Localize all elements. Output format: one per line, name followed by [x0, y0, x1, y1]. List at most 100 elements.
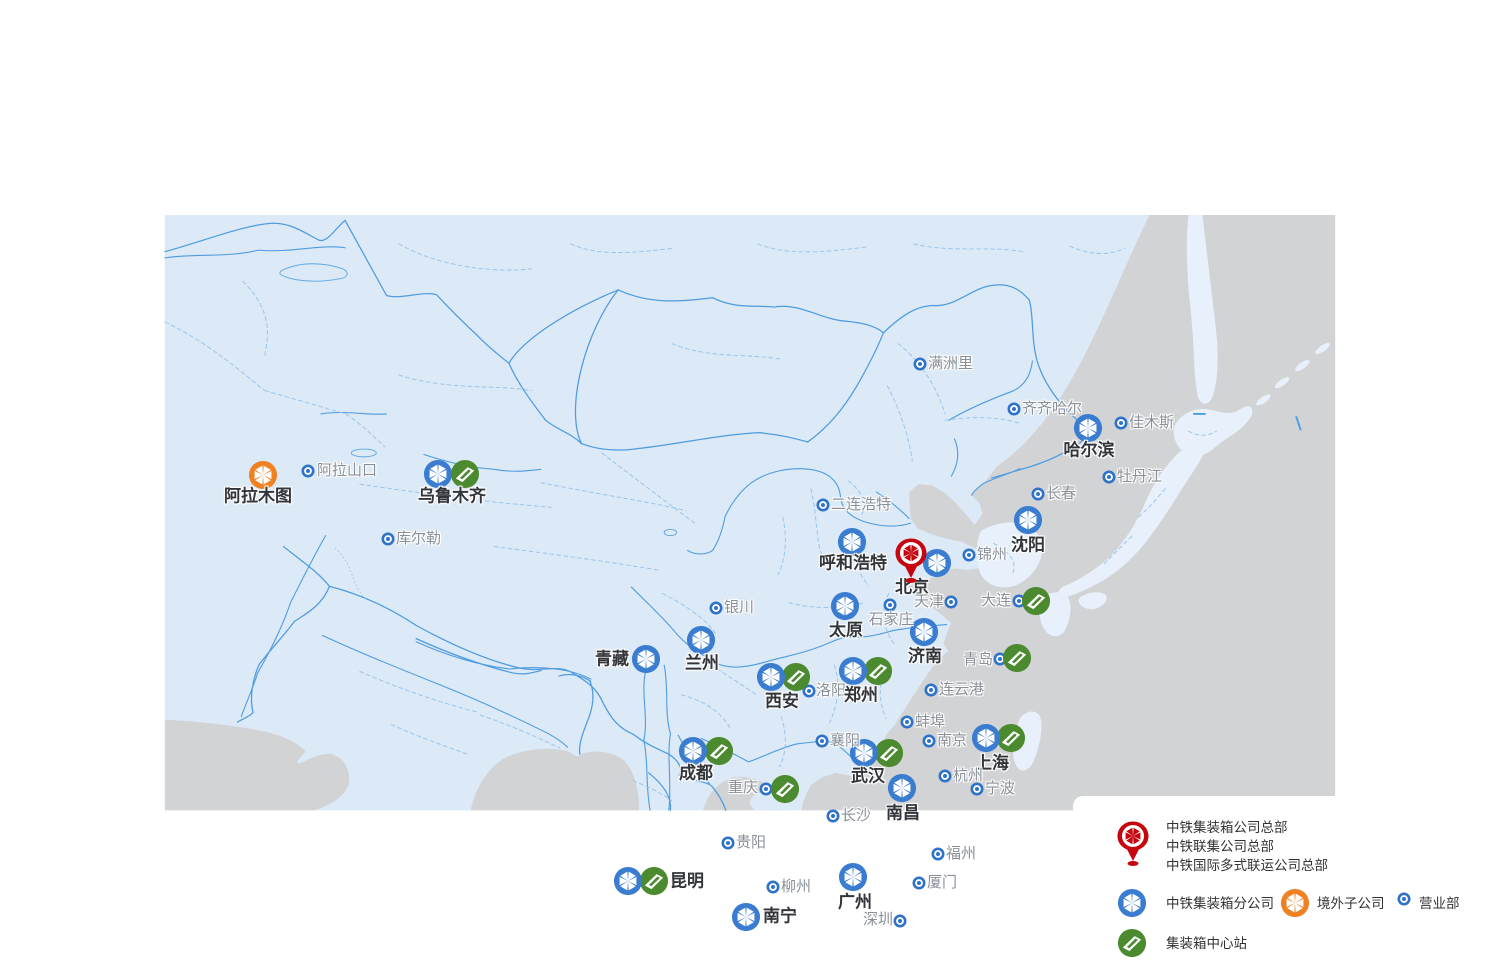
- city-label: 蚌埠: [915, 712, 946, 730]
- city-marker-office[interactable]: [1114, 416, 1128, 435]
- city-marker-office[interactable]: [826, 809, 840, 828]
- city-marker-branch[interactable]: [1013, 505, 1043, 540]
- city-label: 阿拉山口: [317, 461, 378, 479]
- city-marker-branch[interactable]: [909, 617, 939, 652]
- city-marker-center[interactable]: [639, 866, 669, 901]
- legend-branch-label: 中铁集装箱分公司: [1166, 896, 1274, 911]
- city-label: 深圳: [862, 910, 893, 928]
- legend-panel: 中铁集装箱公司总部 中铁联集公司总部 中铁国际多式联运公司总部 中铁集装箱分公司…: [1073, 796, 1497, 970]
- legend-overseas-label: 境外子公司: [1317, 896, 1385, 911]
- city-label: 济南: [908, 646, 942, 666]
- branch-company-icon: [1117, 888, 1147, 923]
- city-marker-office[interactable]: [893, 914, 907, 933]
- city-label: 南宁: [763, 906, 797, 926]
- city-marker-office[interactable]: [381, 532, 395, 551]
- city-label: 西安: [765, 691, 799, 711]
- city-marker-center[interactable]: [770, 774, 800, 809]
- city-marker-office[interactable]: [970, 782, 984, 801]
- overseas-subsidiary-icon: [1280, 888, 1310, 923]
- city-marker-center[interactable]: [863, 656, 893, 691]
- city-marker-overseas[interactable]: [248, 460, 278, 495]
- city-marker-office[interactable]: [931, 847, 945, 866]
- city-label: 长春: [1046, 484, 1077, 502]
- business-office-icon: [1397, 892, 1411, 911]
- legend-hq-line-3: 中铁国际多式联运公司总部: [1166, 858, 1328, 873]
- city-marker-center[interactable]: [704, 736, 734, 771]
- hq-pin-icon: [1115, 820, 1151, 873]
- city-marker-office[interactable]: [938, 769, 952, 788]
- city-marker-center[interactable]: [874, 738, 904, 773]
- city-marker-office[interactable]: [900, 715, 914, 734]
- city-marker-branch[interactable]: [678, 736, 708, 771]
- city-marker-office[interactable]: [883, 598, 897, 617]
- city-label: 阿拉木图: [224, 486, 292, 506]
- city-marker-hq[interactable]: [893, 537, 929, 590]
- city-label: 宁波: [985, 779, 1016, 797]
- city-marker-branch[interactable]: [731, 902, 761, 937]
- city-marker-office[interactable]: [301, 464, 315, 483]
- city-label: 乌鲁木齐: [418, 486, 486, 506]
- city-marker-office[interactable]: [944, 595, 958, 614]
- city-label: 佳木斯: [1129, 413, 1175, 431]
- city-marker-office[interactable]: [924, 683, 938, 702]
- city-label: 郑州: [844, 685, 878, 705]
- city-label: 杭州: [953, 766, 984, 784]
- city-label: 沈阳: [1011, 535, 1045, 555]
- city-label: 洛阳: [816, 681, 847, 699]
- city-marker-branch[interactable]: [830, 591, 860, 626]
- city-label: 哈尔滨: [1063, 440, 1115, 460]
- city-marker-center[interactable]: [1021, 586, 1051, 621]
- city-label: 天津: [913, 592, 944, 610]
- city-marker-center[interactable]: [1002, 643, 1032, 678]
- city-marker-branch[interactable]: [887, 773, 917, 808]
- city-marker-office[interactable]: [766, 880, 780, 899]
- city-label: 柳州: [781, 877, 812, 895]
- map-canvas: [164, 215, 1336, 811]
- city-marker-branch[interactable]: [837, 527, 867, 562]
- city-marker-branch[interactable]: [1073, 413, 1103, 448]
- city-marker-office[interactable]: [1102, 470, 1116, 489]
- city-marker-branch[interactable]: [686, 625, 716, 660]
- city-marker-office[interactable]: [709, 601, 723, 620]
- city-marker-office[interactable]: [816, 498, 830, 517]
- city-label: 福州: [946, 844, 977, 862]
- city-marker-center[interactable]: [781, 662, 811, 697]
- city-label: 南京: [937, 731, 968, 749]
- city-marker-branch[interactable]: [613, 866, 643, 901]
- city-label: 广州: [838, 892, 872, 912]
- city-marker-office[interactable]: [1012, 594, 1026, 613]
- city-label: 兰州: [685, 653, 719, 673]
- legend-hq-line-2: 中铁联集公司总部: [1166, 839, 1274, 854]
- city-marker-center[interactable]: [996, 723, 1026, 758]
- city-marker-office[interactable]: [815, 734, 829, 753]
- legend-center-label: 集装箱中心站: [1166, 936, 1247, 951]
- city-marker-center[interactable]: [450, 459, 480, 494]
- city-marker-branch[interactable]: [423, 459, 453, 494]
- city-marker-office[interactable]: [922, 734, 936, 753]
- city-label: 重庆: [727, 778, 758, 796]
- city-marker-office[interactable]: [962, 548, 976, 567]
- city-label: 银川: [724, 598, 755, 616]
- city-marker-office[interactable]: [721, 836, 735, 855]
- city-marker-branch[interactable]: [838, 862, 868, 897]
- city-label: 库尔勒: [396, 529, 442, 547]
- city-marker-office[interactable]: [1007, 402, 1021, 421]
- city-marker-branch[interactable]: [849, 738, 879, 773]
- city-marker-office[interactable]: [913, 357, 927, 376]
- container-center-station-icon: [1117, 928, 1147, 963]
- city-label: 大连: [980, 591, 1011, 609]
- city-marker-office[interactable]: [993, 652, 1007, 671]
- city-marker-branch[interactable]: [971, 723, 1001, 758]
- city-marker-branch[interactable]: [922, 548, 952, 583]
- city-marker-branch[interactable]: [756, 662, 786, 697]
- city-marker-office[interactable]: [912, 876, 926, 895]
- city-marker-office[interactable]: [802, 684, 816, 703]
- city-marker-office[interactable]: [1031, 487, 1045, 506]
- china-network-map: [0, 215, 1500, 978]
- city-marker-branch[interactable]: [631, 644, 661, 679]
- city-marker-branch[interactable]: [838, 656, 868, 691]
- city-label: 牡丹江: [1117, 467, 1163, 485]
- city-label: 武汉: [851, 766, 885, 786]
- city-label: 满洲里: [928, 354, 974, 372]
